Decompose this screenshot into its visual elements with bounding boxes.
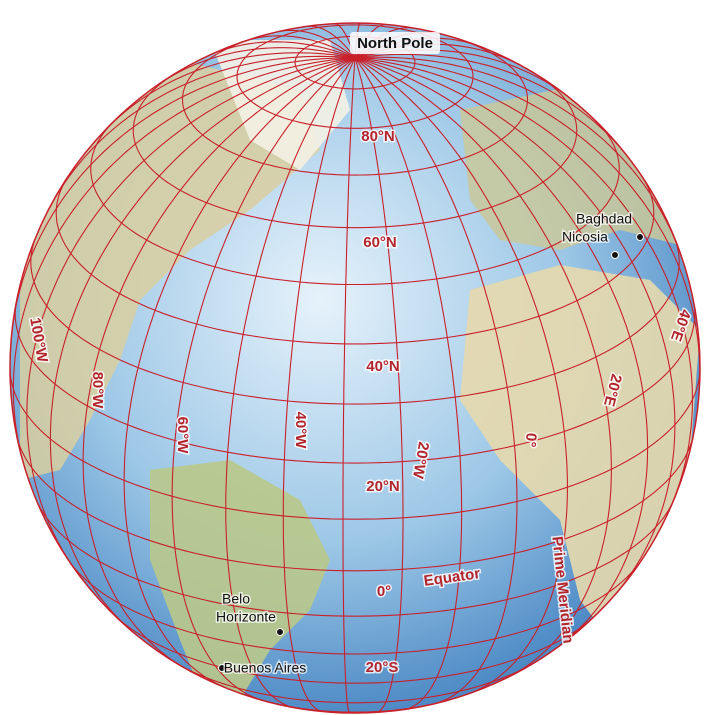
meridian-label: 60°W bbox=[174, 417, 191, 455]
graticule-line bbox=[354, 57, 700, 395]
graticule-line bbox=[55, 176, 655, 345]
meridian-label: 40°W bbox=[292, 412, 309, 450]
city-label: Belo bbox=[222, 591, 250, 607]
city-label: Nicosia bbox=[562, 229, 608, 245]
pole-dot bbox=[352, 55, 358, 61]
parallel-label: 0° bbox=[377, 583, 391, 600]
graticule-line bbox=[158, 47, 356, 85]
parallel-label: 80°N bbox=[361, 128, 395, 145]
graticule-line bbox=[30, 237, 680, 405]
graticule-line bbox=[342, 57, 356, 713]
graticule-line bbox=[171, 57, 356, 702]
graticule-line bbox=[12, 57, 356, 469]
graticule-line bbox=[46, 55, 356, 214]
graticule-line bbox=[278, 29, 356, 59]
graticule-line bbox=[90, 121, 620, 286]
graticule-line bbox=[102, 52, 356, 133]
graticule-line bbox=[245, 35, 356, 59]
graticule-line bbox=[37, 503, 673, 617]
graticule-line bbox=[354, 57, 463, 710]
africa bbox=[460, 265, 700, 640]
graticule-line bbox=[117, 617, 593, 684]
graticule-line bbox=[354, 57, 568, 695]
city-label: Buenos Aires bbox=[224, 660, 307, 676]
graticule-line bbox=[354, 57, 694, 519]
city-dot bbox=[611, 251, 619, 259]
parallel-label: 60°N bbox=[363, 234, 397, 251]
land bbox=[20, 40, 700, 713]
globe-outline bbox=[9, 22, 701, 714]
graticule-line bbox=[354, 57, 404, 713]
city-label: Baghdad bbox=[576, 211, 632, 227]
graticule-line bbox=[175, 662, 535, 704]
meridian-label: 80°W bbox=[89, 372, 106, 410]
graticule-line bbox=[26, 57, 356, 573]
graticule-line bbox=[306, 25, 356, 59]
parallel-label: 20°S bbox=[366, 659, 399, 676]
graticule-line bbox=[225, 57, 356, 709]
parallel-label: 40°N bbox=[366, 358, 400, 375]
graticule-line bbox=[354, 57, 676, 601]
city-dot bbox=[636, 233, 644, 241]
graticule-line bbox=[10, 367, 700, 520]
graticule-line bbox=[49, 57, 356, 632]
graticule-line bbox=[132, 75, 578, 229]
graticule-line bbox=[123, 57, 356, 689]
graticule bbox=[10, 23, 700, 713]
graticule-line bbox=[181, 36, 529, 176]
graticule-line bbox=[10, 57, 355, 336]
graticule-line bbox=[354, 53, 631, 161]
graticule-line bbox=[16, 437, 694, 572]
graticule-line bbox=[82, 57, 356, 669]
graticule-line bbox=[354, 56, 684, 263]
city-dot bbox=[218, 664, 226, 672]
pole-label: North Pole bbox=[357, 35, 433, 52]
north-america bbox=[20, 60, 320, 480]
graticule-line bbox=[354, 57, 649, 650]
meridian-label: 0° bbox=[521, 432, 539, 448]
city-label: Horizonte bbox=[216, 609, 276, 625]
graticule-line bbox=[354, 57, 518, 705]
city-dot bbox=[276, 628, 284, 636]
graticule-line bbox=[14, 303, 696, 464]
graticule-line bbox=[282, 57, 356, 712]
graticule-line bbox=[354, 57, 612, 677]
pole-label-bg bbox=[350, 32, 440, 54]
graticule-line bbox=[70, 563, 640, 655]
south-america bbox=[150, 460, 330, 713]
parallel-label: 20°N bbox=[366, 478, 400, 495]
